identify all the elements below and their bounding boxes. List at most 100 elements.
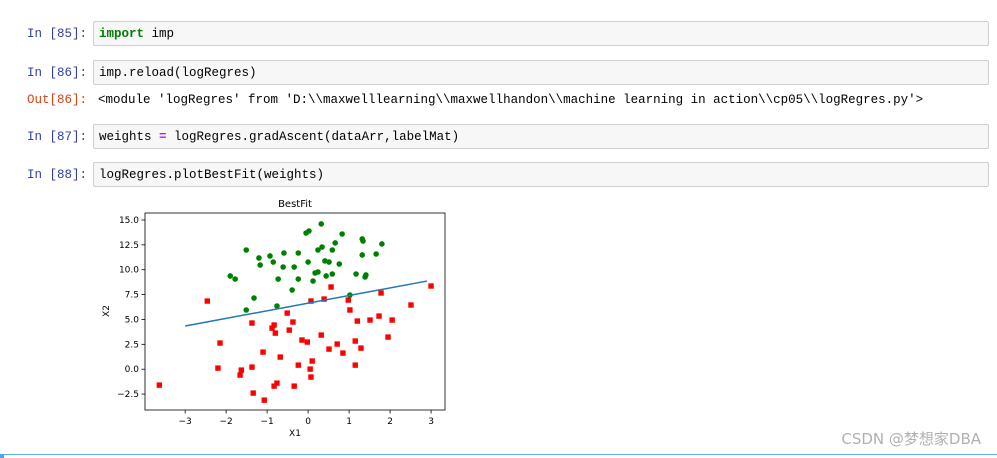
code-token: logRegres.gradAscent(dataArr,labelMat) (166, 130, 460, 144)
code-token: weights (99, 130, 160, 144)
selected-cell-border (0, 454, 997, 458)
point (249, 364, 255, 370)
point (299, 337, 305, 343)
point (251, 295, 257, 301)
point (291, 383, 297, 389)
point (307, 366, 313, 372)
point (352, 338, 358, 344)
x-tick-label: 0 (305, 417, 311, 427)
point (340, 350, 346, 356)
y-tick-label: 5.0 (125, 315, 140, 325)
output-prompt: Out[86]: (26, 93, 87, 107)
code-cell[interactable]: logRegres.plotBestFit(weights) (93, 162, 989, 187)
code-cell[interactable]: weights = logRegres.gradAscent(dataArr,l… (93, 124, 989, 149)
code-token: logRegres.plotBestFit(weights) (99, 168, 325, 182)
point (326, 259, 332, 265)
point (336, 261, 343, 267)
watermark: CSDN @梦想家DBA (841, 430, 981, 448)
point (318, 221, 325, 227)
point (389, 317, 395, 323)
point (332, 240, 338, 246)
point (290, 319, 296, 325)
point (243, 247, 250, 253)
x-tick-label: 3 (428, 417, 434, 427)
point (295, 276, 302, 282)
point (274, 303, 280, 309)
point (339, 231, 345, 237)
output-text: <module 'logRegres' from 'D:\\maxwelllea… (98, 93, 924, 107)
point (329, 271, 336, 277)
fit-line (185, 280, 428, 327)
point (295, 250, 302, 256)
point (260, 349, 266, 355)
chart: BestFit X1 X2 −3 −2 −1 0 1 2 3 −2.5 0.0 2.5 5.0 7.5… (102, 199, 446, 439)
point (345, 297, 351, 303)
point (204, 298, 210, 304)
input-prompt: In [86]: (26, 66, 87, 80)
point (319, 244, 325, 250)
code-token: imp.reload(logRegres) (99, 66, 257, 80)
point (347, 307, 353, 313)
point (281, 250, 287, 256)
x-tick-label: −2 (220, 417, 233, 427)
code-cell[interactable]: import imp (93, 21, 989, 46)
point (256, 255, 262, 261)
input-prompt: In [88]: (26, 168, 87, 182)
point (359, 252, 366, 258)
point (156, 382, 163, 388)
point (310, 278, 316, 284)
x-tick-label: −1 (260, 417, 273, 427)
chart-title: BestFit (278, 199, 312, 210)
point (291, 264, 297, 270)
y-tick-label: 7.5 (125, 291, 139, 301)
point (321, 296, 327, 302)
input-prompt: In [85]: (26, 27, 87, 41)
code-cell[interactable]: imp.reload(logRegres) (93, 60, 989, 85)
point (280, 264, 286, 270)
y-tick-label: 12.5 (119, 241, 139, 251)
code-token: imp (144, 27, 175, 41)
point (267, 253, 273, 259)
point (378, 290, 384, 296)
input-prompt: In [87]: (26, 130, 87, 144)
point (227, 273, 234, 279)
y-label: X2 (102, 305, 112, 317)
point (379, 241, 385, 247)
x-tick-label: 1 (346, 417, 352, 427)
y-tick-label: 10.0 (119, 266, 139, 276)
point (271, 322, 277, 328)
point (215, 365, 221, 371)
point (277, 354, 283, 360)
point (323, 273, 329, 279)
point (353, 271, 359, 277)
code-token: import (99, 27, 145, 41)
point (286, 327, 292, 333)
y-tick-label: 2.5 (125, 340, 139, 350)
point (261, 397, 267, 403)
y-tick-label: 0.0 (125, 365, 140, 375)
point (352, 362, 358, 368)
point (269, 325, 275, 331)
point (428, 283, 434, 289)
point (373, 251, 379, 257)
point (305, 259, 311, 265)
point (289, 287, 295, 293)
point (243, 307, 250, 313)
code-token: = (159, 130, 167, 144)
y-tick-label: −2.5 (117, 390, 139, 400)
point (329, 247, 336, 253)
point (237, 372, 243, 378)
point (315, 247, 321, 253)
point (295, 362, 301, 368)
point (367, 317, 373, 323)
point (328, 284, 334, 290)
point (284, 310, 290, 316)
point (257, 262, 263, 268)
point (250, 390, 256, 396)
point (358, 345, 364, 351)
y-tick-label: 15.0 (119, 216, 139, 226)
point (354, 318, 360, 324)
x-tick-label: −3 (179, 417, 192, 427)
point (360, 238, 366, 244)
